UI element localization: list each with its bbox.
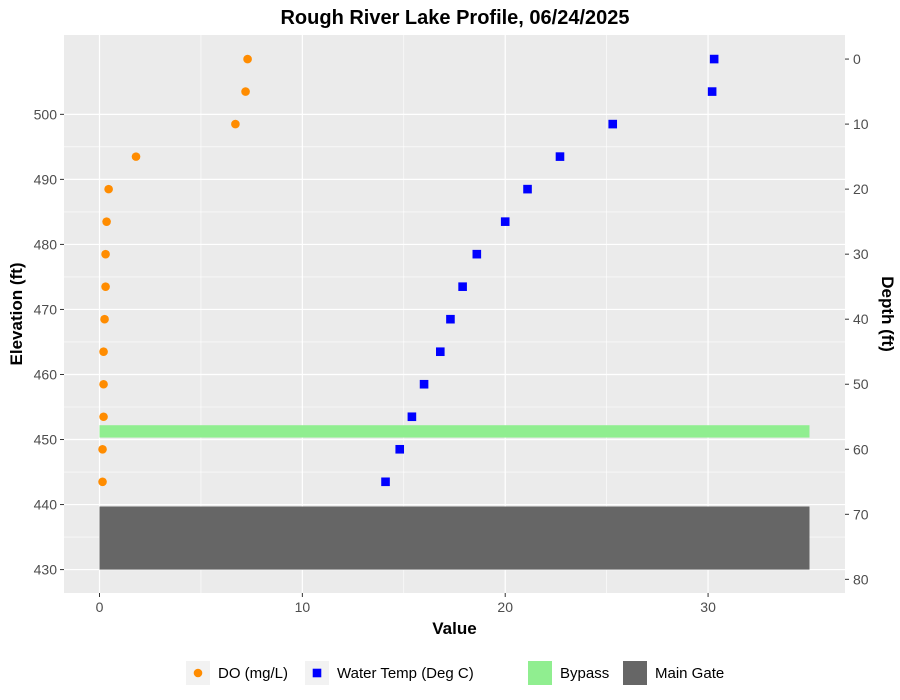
y-tick-label: 430: [34, 562, 58, 578]
temp-point: [555, 152, 565, 161]
y-tick-label: 450: [34, 432, 58, 448]
do-point: [231, 119, 240, 129]
y2-tick-label: 20: [853, 181, 869, 197]
temp-point: [523, 184, 532, 194]
legend: DO (mg/L) Water Temp (Deg C) Bypass Main Ga…: [186, 661, 724, 685]
x-tick-label: 30: [700, 599, 716, 615]
x-tick-label: 10: [295, 599, 311, 615]
y-tick-label: 470: [34, 301, 58, 317]
do-point: [99, 412, 108, 422]
x-tick-label: 20: [497, 599, 513, 615]
temp-point: [472, 249, 482, 259]
y-tick-label: 480: [34, 236, 58, 252]
legend-key: [528, 661, 552, 685]
main-gate-band: [99, 506, 810, 570]
do-point: [102, 217, 111, 226]
legend-label: Main Gate: [655, 665, 724, 682]
do-point: [104, 184, 113, 194]
y2-tick-label: 30: [853, 246, 869, 262]
temp-point: [395, 444, 405, 454]
y-tick-label: 490: [34, 171, 58, 187]
legend-label: DO (mg/L): [218, 665, 288, 682]
y2-tick-label: 0: [853, 51, 861, 67]
y2-tick-label: 50: [853, 376, 869, 392]
y-tick-label: 500: [34, 106, 58, 122]
do-point: [101, 249, 110, 259]
y-tick-label: 460: [34, 366, 58, 382]
temp-point: [407, 412, 417, 422]
legend-item-water-temp-deg-c: Water Temp (Deg C): [305, 661, 474, 685]
x-axis-title: Value: [432, 619, 476, 638]
y2-axis-title: Depth (ft): [878, 276, 897, 352]
do-point: [100, 314, 109, 324]
do-point: [98, 477, 107, 487]
legend-marker: [312, 668, 322, 678]
y2-tick-label: 10: [853, 116, 869, 132]
do-point: [101, 282, 110, 291]
x-tick-label: 0: [96, 599, 104, 615]
temp-point: [709, 54, 719, 64]
temp-point: [500, 217, 510, 226]
bypass-band: [99, 425, 810, 438]
legend-item-main-gate: Main Gate: [623, 661, 724, 685]
do-point: [131, 152, 141, 161]
plot-panel: [64, 35, 845, 593]
temp-point: [419, 379, 429, 389]
data-points: [98, 54, 719, 487]
legend-label: Water Temp (Deg C): [337, 665, 474, 682]
temp-point: [446, 314, 455, 324]
temp-point: [436, 347, 445, 357]
bands: [99, 425, 810, 570]
do-point: [98, 444, 107, 454]
y-tick-label: 440: [34, 497, 58, 513]
y2-tick-label: 70: [853, 506, 869, 522]
legend-item-do-mg-l: DO (mg/L): [186, 661, 288, 685]
legend-marker: [193, 668, 203, 678]
temp-point: [381, 477, 390, 487]
chart-title: Rough River Lake Profile, 06/24/2025: [280, 7, 629, 29]
do-point: [241, 87, 250, 96]
y2-tick-label: 40: [853, 311, 869, 327]
temp-point: [707, 87, 717, 96]
y2-tick-label: 60: [853, 441, 869, 457]
axis-ticks: 0 10 20 30 430 440 450 460 470 480 490 500 0 10 20 30 40…: [34, 51, 869, 615]
y2-tick-label: 80: [853, 571, 869, 587]
legend-key: [623, 661, 647, 685]
temp-point: [608, 119, 618, 129]
temp-point: [458, 282, 467, 291]
y-axis-title: Elevation (ft): [7, 263, 26, 366]
do-point: [99, 347, 108, 357]
legend-item-bypass: Bypass: [528, 661, 609, 685]
do-point: [99, 379, 108, 389]
legend-label: Bypass: [560, 665, 609, 682]
do-point: [243, 54, 252, 64]
